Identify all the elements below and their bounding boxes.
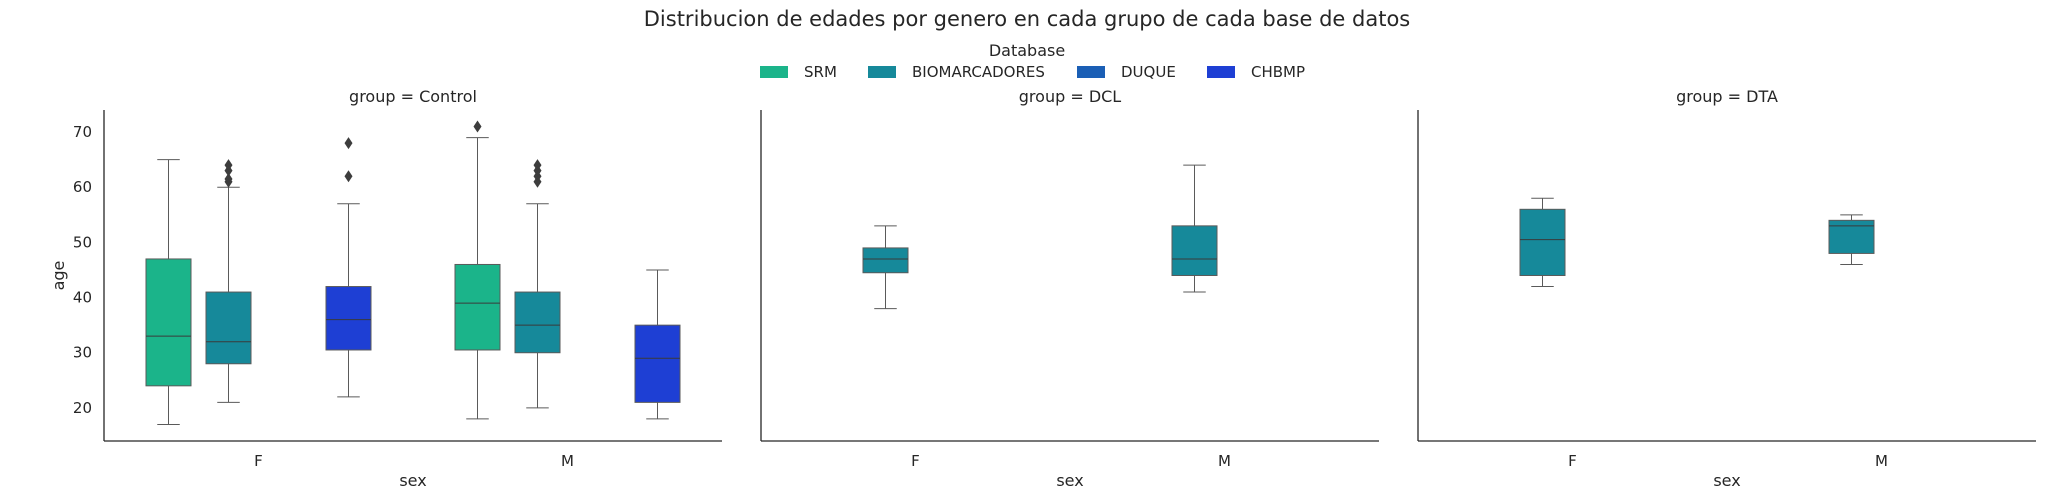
iqr-box xyxy=(514,291,561,354)
y-tick-label: 70 xyxy=(73,123,92,141)
outlier-point xyxy=(344,137,353,150)
x-tick-label: F xyxy=(911,452,920,470)
x-tick-label: F xyxy=(1568,452,1577,470)
box-biomarcadores-m xyxy=(1828,214,1875,265)
y-axis-label: age xyxy=(49,261,68,291)
x-tick-label: M xyxy=(1875,452,1888,470)
box-biomarcadores-f xyxy=(205,159,252,403)
legend-swatch xyxy=(760,66,788,78)
box-biomarcadores-f xyxy=(862,225,909,310)
legend: Database SRM BIOMARCADORES DUQUE CHBMP xyxy=(760,41,1305,81)
x-axis-label: sex xyxy=(399,471,426,490)
x-tick-label: F xyxy=(254,452,263,470)
legend-label: SRM xyxy=(804,63,837,81)
legend-entry-chbmp: CHBMP xyxy=(1207,63,1305,81)
x-axis-label: sex xyxy=(1713,471,1740,490)
outlier-point xyxy=(533,159,542,172)
iqr-box xyxy=(862,247,909,274)
outlier-point xyxy=(224,172,233,185)
y-tick-label: 20 xyxy=(73,399,92,417)
facet-title: group = DCL xyxy=(1019,87,1122,106)
y-tick-label: 40 xyxy=(73,289,92,307)
legend-entry-biomarcadores: BIOMARCADORES xyxy=(868,63,1045,81)
legend-swatch xyxy=(1207,66,1235,78)
legend-label: CHBMP xyxy=(1251,63,1305,81)
iqr-box xyxy=(145,258,192,387)
figure-title: Distribucion de edades por genero en cad… xyxy=(644,7,1411,31)
outlier-point xyxy=(473,120,482,133)
x-axis-label: sex xyxy=(1056,471,1083,490)
facet-title: group = Control xyxy=(349,87,477,106)
box-biomarcadores-m xyxy=(1171,164,1218,293)
legend-swatch xyxy=(1077,66,1105,78)
x-tick-label: M xyxy=(561,452,574,470)
iqr-box xyxy=(1828,219,1875,254)
box-chbmp-f xyxy=(325,137,372,398)
iqr-box xyxy=(1171,225,1218,277)
legend-label: BIOMARCADORES xyxy=(912,63,1045,81)
legend-swatch xyxy=(868,66,896,78)
iqr-box xyxy=(1519,208,1566,276)
outlier-point xyxy=(224,159,233,172)
box-biomarcadores-m xyxy=(514,159,561,409)
box-chbmp-m xyxy=(634,269,681,420)
y-tick-label: 30 xyxy=(73,344,92,362)
y-tick-label: 60 xyxy=(73,178,92,196)
iqr-box xyxy=(634,324,681,403)
box-biomarcadores-f xyxy=(1519,197,1566,288)
facet-title: group = DTA xyxy=(1676,87,1778,106)
legend-title: Database xyxy=(989,41,1065,60)
legend-entry-duque: DUQUE xyxy=(1077,63,1176,81)
legend-entry-srm: SRM xyxy=(760,63,837,81)
iqr-box xyxy=(205,291,252,365)
x-tick-label: M xyxy=(1218,452,1231,470)
box-srm-f xyxy=(145,159,192,425)
outlier-point xyxy=(344,170,353,183)
iqr-box xyxy=(454,263,501,351)
legend-label: DUQUE xyxy=(1121,63,1176,81)
y-tick-label: 50 xyxy=(73,233,92,251)
box-srm-m xyxy=(454,120,501,420)
iqr-box xyxy=(325,286,372,351)
